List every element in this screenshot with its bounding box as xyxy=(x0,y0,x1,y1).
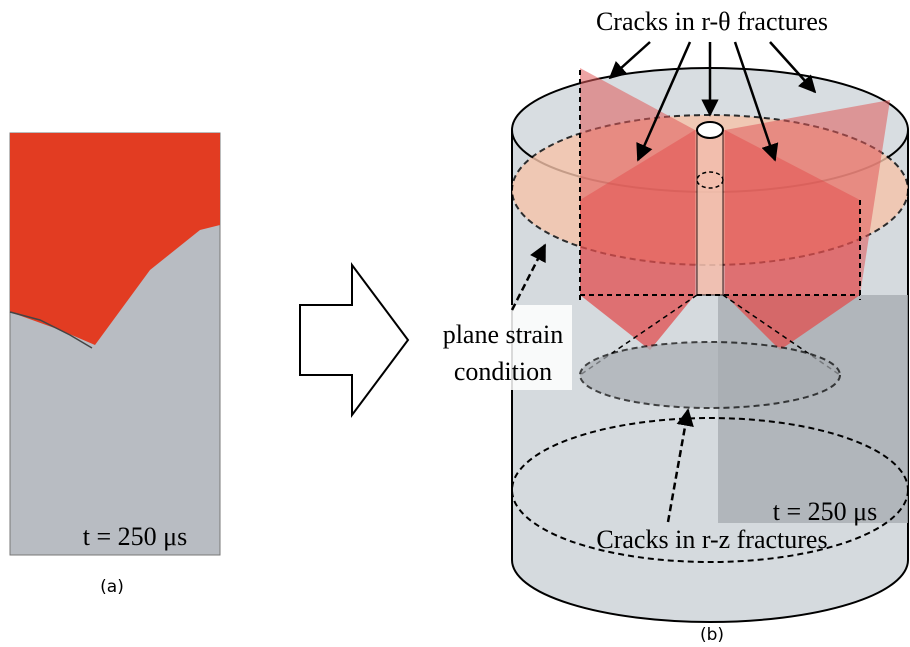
rz-plane xyxy=(718,295,908,523)
borehole-top xyxy=(697,122,723,138)
cone-base xyxy=(580,342,840,408)
annotation: condition xyxy=(454,357,552,386)
borehole xyxy=(697,130,723,295)
transition-arrow xyxy=(300,265,408,415)
annotation: Cracks in r-θ fractures xyxy=(596,7,828,36)
panel-a: t = 250 μs (a) xyxy=(10,133,220,597)
figure: t = 250 μs (a) plane strain condition Cr… xyxy=(0,0,910,647)
panel-b: plane strain condition Cracks in r-θ fra… xyxy=(432,7,908,645)
panel-label: (b) xyxy=(700,625,724,645)
panel-label: (a) xyxy=(100,577,124,597)
annotation: plane strain xyxy=(443,320,564,349)
time-label: t = 250 μs xyxy=(773,497,877,526)
annotation: Cracks in r-z fractures xyxy=(596,525,827,554)
time-label: t = 250 μs xyxy=(83,522,187,551)
